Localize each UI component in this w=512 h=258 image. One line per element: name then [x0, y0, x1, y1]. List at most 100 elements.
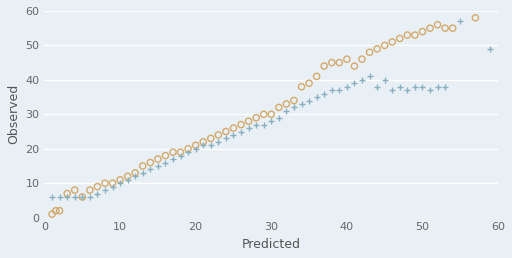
Point	[434, 85, 442, 89]
Point	[449, 26, 457, 30]
Point	[154, 164, 162, 168]
Point	[418, 85, 426, 89]
Point	[335, 88, 344, 92]
Point	[305, 81, 313, 85]
X-axis label: Predicted: Predicted	[242, 238, 301, 251]
Point	[229, 126, 238, 130]
Point	[343, 85, 351, 89]
Point	[245, 126, 253, 130]
Point	[290, 99, 298, 103]
Point	[350, 64, 358, 68]
Point	[320, 64, 328, 68]
Point	[169, 157, 177, 161]
Point	[191, 147, 200, 151]
Point	[123, 178, 132, 182]
Point	[184, 147, 192, 151]
Point	[411, 85, 419, 89]
Point	[290, 105, 298, 109]
Point	[222, 136, 230, 140]
Point	[207, 136, 215, 140]
Point	[456, 19, 464, 23]
Point	[275, 116, 283, 120]
Point	[161, 160, 169, 165]
Point	[426, 26, 434, 30]
Point	[184, 150, 192, 154]
Point	[214, 140, 222, 144]
Point	[282, 102, 290, 106]
Point	[418, 30, 426, 34]
Point	[116, 178, 124, 182]
Point	[267, 112, 275, 116]
Point	[411, 33, 419, 37]
Point	[297, 102, 306, 106]
Point	[169, 150, 177, 154]
Point	[335, 61, 344, 65]
Point	[260, 123, 268, 127]
Point	[177, 150, 185, 154]
Point	[55, 195, 63, 199]
Point	[146, 167, 155, 172]
Point	[282, 109, 290, 113]
Point	[101, 181, 109, 185]
Point	[101, 188, 109, 192]
Point	[366, 74, 374, 78]
Point	[116, 181, 124, 185]
Point	[109, 181, 117, 185]
Point	[380, 43, 389, 47]
Point	[350, 81, 358, 85]
Point	[388, 88, 396, 92]
Point	[109, 184, 117, 189]
Point	[93, 184, 101, 189]
Point	[396, 85, 404, 89]
Point	[161, 154, 169, 158]
Point	[177, 154, 185, 158]
Point	[312, 74, 321, 78]
Point	[52, 209, 60, 213]
Point	[260, 112, 268, 116]
Point	[86, 195, 94, 199]
Point	[93, 191, 101, 196]
Point	[71, 188, 79, 192]
Point	[366, 50, 374, 54]
Point	[441, 26, 449, 30]
Point	[146, 160, 155, 165]
Point	[486, 47, 495, 51]
Point	[139, 164, 147, 168]
Point	[63, 191, 71, 196]
Point	[245, 119, 253, 123]
Point	[63, 195, 71, 199]
Point	[252, 116, 260, 120]
Point	[373, 85, 381, 89]
Point	[388, 40, 396, 44]
Point	[71, 195, 79, 199]
Point	[471, 16, 479, 20]
Point	[48, 212, 56, 216]
Point	[123, 174, 132, 178]
Point	[267, 119, 275, 123]
Point	[305, 99, 313, 103]
Point	[373, 47, 381, 51]
Point	[312, 95, 321, 99]
Point	[358, 57, 366, 61]
Point	[222, 130, 230, 134]
Point	[78, 195, 87, 199]
Point	[328, 61, 336, 65]
Point	[297, 85, 306, 89]
Point	[328, 88, 336, 92]
Point	[131, 174, 139, 178]
Point	[78, 195, 87, 199]
Point	[252, 123, 260, 127]
Point	[154, 157, 162, 161]
Point	[199, 140, 207, 144]
Point	[358, 78, 366, 82]
Point	[343, 57, 351, 61]
Point	[55, 209, 63, 213]
Point	[48, 195, 56, 199]
Point	[229, 133, 238, 137]
Point	[275, 105, 283, 109]
Point	[131, 171, 139, 175]
Point	[441, 85, 449, 89]
Point	[86, 188, 94, 192]
Point	[237, 123, 245, 127]
Point	[426, 88, 434, 92]
